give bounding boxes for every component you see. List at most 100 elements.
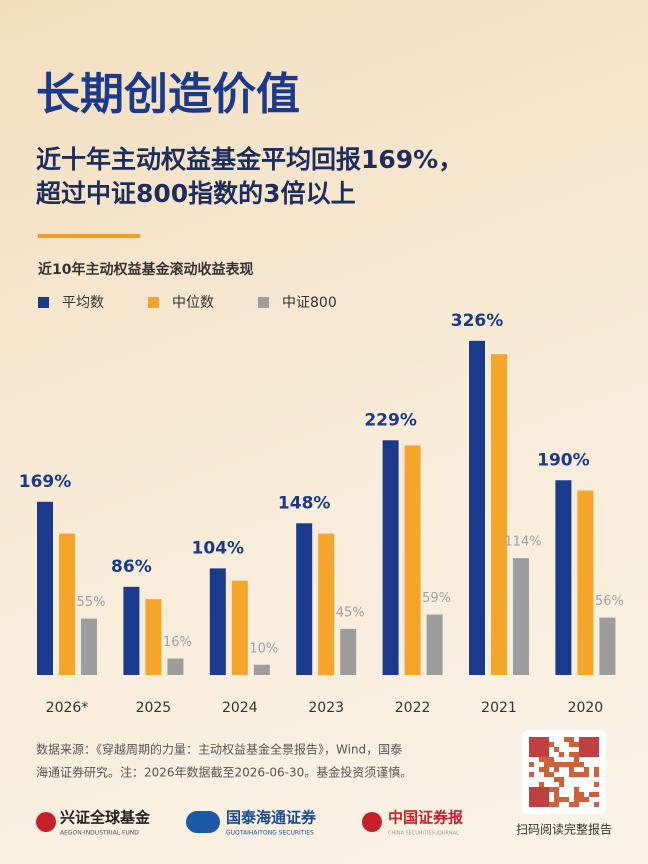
qr-cell — [549, 742, 554, 747]
qr-cell — [569, 767, 574, 772]
legend-label: 中位数 — [172, 295, 214, 311]
logo-sub: GUOTAIHAITONG SECURITIES — [226, 830, 314, 837]
x-tick-label: 2022 — [395, 700, 431, 716]
source: 数据来源：《穿越周期的力量：主动权益基金全景报告》，Wind，国泰 — [36, 742, 402, 757]
title: 长期创造价值 — [36, 69, 300, 120]
subtitle: 近十年主动权益基金平均回报169%， — [36, 145, 463, 174]
data-label: 114% — [504, 535, 541, 550]
qr-cell — [554, 787, 559, 792]
qr-cell — [584, 747, 589, 752]
qr-cell — [529, 752, 534, 757]
bar — [404, 445, 421, 675]
qr-cell — [549, 802, 554, 807]
bar — [123, 586, 140, 675]
qr-cell — [594, 792, 599, 797]
x-tick-label: 2025 — [136, 700, 172, 716]
logo-icon — [186, 811, 220, 833]
qr-cell — [569, 762, 574, 767]
bar — [340, 628, 357, 675]
legend-label: 平均数 — [62, 295, 104, 311]
qr-cell — [529, 772, 534, 777]
bar — [37, 501, 53, 675]
data-label: 10% — [249, 641, 278, 656]
qr-cell — [579, 792, 584, 797]
logo-icon — [362, 812, 382, 832]
qr-cell — [574, 802, 579, 807]
data-label: 16% — [163, 635, 192, 650]
qr-cell — [589, 792, 594, 797]
qr-cell — [594, 772, 599, 777]
qr-cell — [544, 762, 549, 767]
qr-cell — [554, 767, 559, 772]
bar — [296, 523, 313, 675]
qr-cell — [564, 737, 569, 742]
qr-cell — [579, 737, 584, 742]
qr-cell — [574, 752, 579, 757]
qr-cell — [574, 787, 579, 792]
x-tick-label: 2020 — [568, 700, 604, 716]
source: 海通证券研究。注：2026年数据截至2026-06-30。基金投资须谨慎。 — [36, 765, 412, 780]
bar — [81, 618, 97, 675]
qr-cell — [534, 742, 539, 747]
qr-cell — [534, 792, 539, 797]
qr-cell — [529, 737, 534, 742]
qr-cell — [574, 772, 579, 777]
x-tick-label: 2021 — [481, 700, 517, 716]
qr-cell — [579, 747, 584, 752]
qr-cell — [554, 777, 559, 782]
qr-cell — [554, 797, 559, 802]
bar — [577, 490, 594, 675]
data-label: 104% — [192, 538, 245, 558]
qr-cell — [594, 767, 599, 772]
qr-cell — [569, 772, 574, 777]
qr-cell — [554, 792, 559, 797]
qr-cell — [579, 772, 584, 777]
logo-sub: AEGON-INDUSTRIAL FUND — [60, 830, 139, 837]
qr-cell — [534, 797, 539, 802]
qr-cell — [564, 762, 569, 767]
qr-cell — [539, 742, 544, 747]
bar — [209, 568, 226, 675]
bar — [145, 599, 162, 675]
subtitle: 超过中证800指数的3倍以上 — [36, 179, 356, 208]
qr-cell — [529, 747, 534, 752]
qr-cell — [574, 757, 579, 762]
bar — [59, 533, 75, 675]
qr-cell — [539, 787, 544, 792]
bar — [253, 664, 270, 675]
qr-cell — [554, 762, 559, 767]
bar — [382, 440, 399, 675]
qr-cell — [529, 797, 534, 802]
qr-cell — [544, 747, 549, 752]
qr-cell — [559, 782, 564, 787]
qr-cell — [559, 797, 564, 802]
divider — [38, 234, 140, 238]
qr-cell — [544, 797, 549, 802]
qr-cell — [544, 792, 549, 797]
legend-swatch — [148, 297, 159, 308]
qr-cell — [579, 797, 584, 802]
qr-cell — [564, 797, 569, 802]
x-tick-label: 2024 — [222, 700, 258, 716]
qr-cell — [539, 797, 544, 802]
legend-swatch — [258, 297, 269, 308]
qr-cell — [589, 752, 594, 757]
qr-cell — [594, 747, 599, 752]
data-label: 55% — [77, 595, 106, 610]
qr-cell — [594, 742, 599, 747]
qr-cell — [569, 802, 574, 807]
bar — [426, 614, 443, 675]
qr-cell — [589, 742, 594, 747]
legend-label: 中证800 — [282, 295, 337, 311]
qr-cell — [584, 772, 589, 777]
qr-cell — [529, 787, 534, 792]
qr-cell — [534, 752, 539, 757]
qr-cell — [539, 747, 544, 752]
qr-cell — [554, 747, 559, 752]
qr-cell — [544, 787, 549, 792]
bar — [167, 658, 184, 675]
qr-cell — [544, 752, 549, 757]
data-label: 190% — [537, 450, 590, 470]
x-tick-label: 2026* — [46, 700, 89, 716]
